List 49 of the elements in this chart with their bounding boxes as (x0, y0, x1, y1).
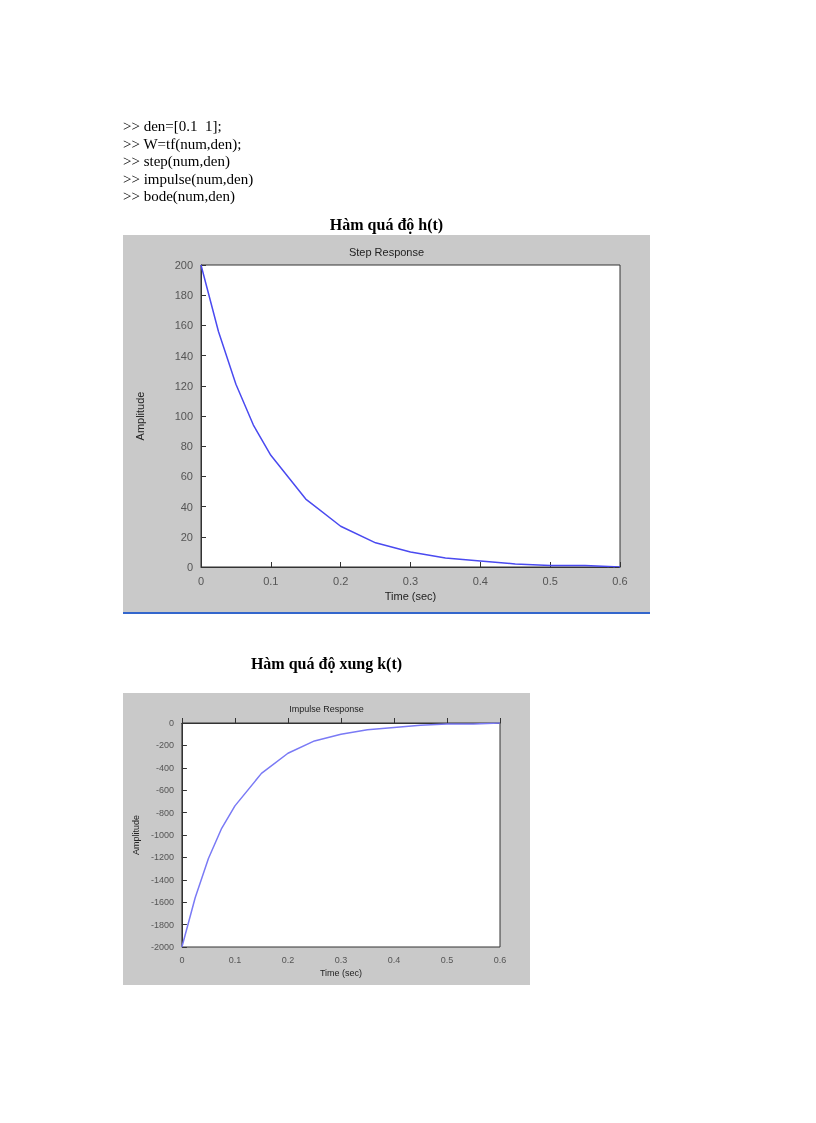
y-tick-label: -1200 (150, 852, 174, 863)
y-tick-label: -1800 (150, 919, 174, 930)
y-tick-label: -200 (155, 740, 174, 751)
x-axis-title: Time (sec) (319, 968, 363, 979)
x-tick-label: 0.4 (472, 574, 488, 587)
y-tick-label: 100 (174, 410, 193, 422)
y-tick-label: -800 (155, 807, 174, 818)
x-tick-label: 0.3 (334, 954, 348, 965)
text: >> step(num,den) (123, 153, 231, 171)
chart-subtitle: Impulse Response (289, 703, 364, 714)
chart-title: Hàm quá độ h(t) (328, 216, 445, 234)
text: >> impulse(num,den) (123, 170, 254, 188)
x-tick-label: 0.2 (333, 574, 349, 587)
x-tick-label: 0.6 (612, 574, 628, 587)
y-tick-label: 180 (174, 289, 193, 302)
x-tick-label: 0.6 (493, 954, 507, 965)
chart-title: Hàm quá độ xung k(t) (249, 655, 404, 673)
y-tick-label: -1000 (150, 830, 174, 840)
y-tick-label: 80 (180, 440, 193, 453)
y-tick-label: -1400 (150, 874, 174, 885)
y-tick-label: -400 (155, 762, 174, 773)
y-tick-label: 20 (180, 530, 193, 543)
x-tick-label: 0.5 (440, 954, 454, 965)
y-tick-label: 40 (180, 500, 193, 513)
x-axis-title: Time (sec) (384, 590, 437, 603)
x-tick-label: 0.2 (281, 954, 295, 965)
text: >> den=[0.1 1]; (123, 118, 223, 136)
x-tick-label: 0.1 (228, 954, 242, 965)
y-tick-label: -600 (155, 785, 174, 796)
y-tick-label: -2000 (150, 942, 174, 952)
y-tick-label: 200 (174, 259, 193, 271)
text: >> W=tf(num,den); (123, 135, 243, 153)
x-tick-label: 0.5 (542, 574, 558, 587)
y-tick-label: 160 (174, 319, 193, 332)
line-series (200, 264, 621, 568)
y-tick-label: 60 (180, 470, 193, 483)
x-tick-label: 0.3 (402, 574, 419, 587)
y-tick-label: 0 (168, 718, 174, 728)
y-axis-title: Amplitude (133, 391, 146, 441)
y-tick-label: 0 (186, 561, 193, 573)
x-tick-label: 0.4 (387, 954, 401, 965)
y-axis-title: Amplitude (130, 814, 141, 856)
text: >> bode(num,den) (123, 188, 236, 206)
chart-subtitle: Step Response (348, 245, 425, 258)
y-tick-label: 140 (174, 349, 193, 362)
y-tick-label: 120 (174, 379, 193, 392)
y-tick-label: -1600 (150, 897, 174, 908)
x-tick-label: 0 (197, 574, 205, 587)
x-tick-label: 0.1 (263, 574, 279, 587)
